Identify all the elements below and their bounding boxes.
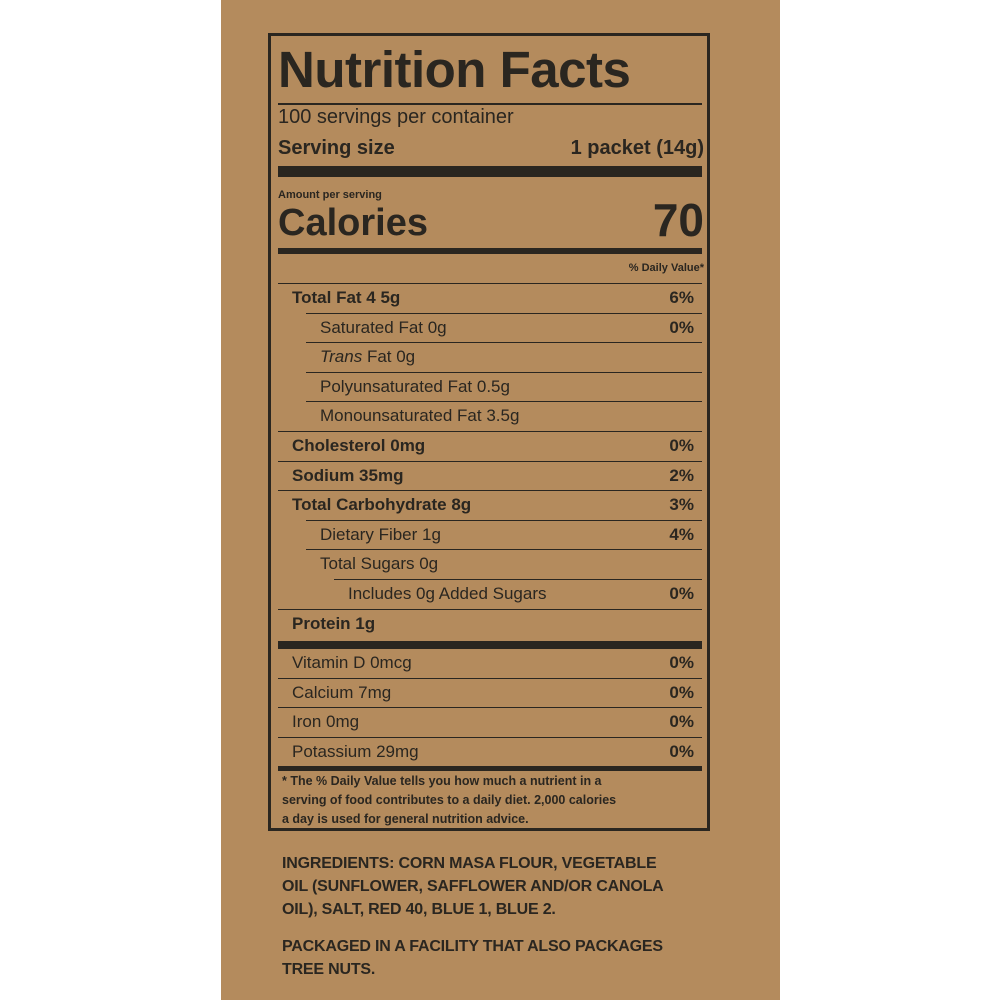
nutrient-row: Monounsaturated Fat 3.5g xyxy=(306,401,702,431)
nutrient-label: Includes 0g Added Sugars xyxy=(348,584,547,603)
serving-size-value: 1 packet (14g) xyxy=(570,137,704,159)
allergen-line: TREE NUTS. xyxy=(282,961,376,978)
nutrient-label: Potassium 29mg xyxy=(292,741,419,761)
nutrient-label: Cholesterol 0mg xyxy=(292,436,426,455)
nutrient-row: Total Sugars 0g xyxy=(306,549,702,579)
daily-value: 0% xyxy=(669,741,694,761)
ingredients-line: INGREDIENTS: CORN MASA FLOUR, VEGETABLE xyxy=(282,855,657,872)
label-part: Trans xyxy=(320,347,363,367)
nutrient-row: Dietary Fiber 1g 4% xyxy=(306,519,702,550)
footnote-line: * The % Daily Value tells you how much a… xyxy=(282,774,602,788)
title: Nutrition Facts xyxy=(278,41,631,98)
nutrient-label: Total Sugars 0g xyxy=(320,554,439,574)
label-part: Fat 0g xyxy=(366,347,416,367)
nutrient-row: Iron 0mg 0% xyxy=(278,707,702,737)
rule xyxy=(278,103,702,105)
calories-value: 70 xyxy=(652,194,704,246)
daily-value: 4% xyxy=(669,524,694,544)
label-border xyxy=(268,33,710,831)
nutrient-row: Polyunsaturated Fat 0.5g xyxy=(306,371,702,402)
thick-rule xyxy=(278,166,702,177)
daily-value: 2% xyxy=(669,465,694,485)
nutrient-label: Iron 0mg xyxy=(292,712,360,732)
nutrient-label: Dietary Fiber 1g xyxy=(320,524,441,544)
nutrient-row: Calcium 7mg 0% xyxy=(278,677,702,708)
dv-header: % Daily Value* xyxy=(628,262,704,274)
allergen-statement: PACKAGED IN A FACILITY THAT ALSO PACKAGE… xyxy=(282,935,663,981)
nutrient-row: Protein 1g xyxy=(278,608,702,639)
nutrient-row: Potassium 29mg 0% xyxy=(278,736,702,767)
medium-rule xyxy=(278,766,702,771)
nutrient-row: Trans Fat 0g xyxy=(306,342,702,372)
nutrient-row: Saturated Fat 0g 0% xyxy=(306,312,702,343)
nutrient-row: Vitamin D 0mcg 0% xyxy=(278,648,702,678)
nutrient-row: Cholesterol 0mg 0% xyxy=(278,431,702,461)
nutrient-label: Total Carbohydrate 8g xyxy=(292,495,472,515)
daily-value: 0% xyxy=(669,682,694,702)
servings: 100 servings per container xyxy=(278,106,514,128)
daily-value: 3% xyxy=(669,495,694,515)
nutrient-row: Sodium 35mg 2% xyxy=(278,460,702,491)
nutrient-row: Total Fat 4 5g 6% xyxy=(278,283,702,313)
nutrient-label: Vitamin D 0mcg xyxy=(292,653,412,672)
nutrient-row: Includes 0g Added Sugars 0% xyxy=(334,579,702,609)
calories-label: Calories xyxy=(278,202,428,244)
footnote-line: serving of food contributes to a daily d… xyxy=(282,793,617,807)
ingredients: INGREDIENTS: CORN MASA FLOUR, VEGETABLE O… xyxy=(282,852,664,921)
nutrient-row: Total Carbohydrate 8g 3% xyxy=(278,490,702,520)
daily-value: 0% xyxy=(669,436,694,455)
serving-size-label: Serving size xyxy=(278,137,395,159)
nutrient-label: Total Fat 4 5g xyxy=(292,288,401,307)
medium-rule xyxy=(278,248,702,254)
daily-value: 0% xyxy=(669,712,694,732)
daily-value: 0% xyxy=(669,584,694,603)
daily-value: 0% xyxy=(669,653,694,672)
nutrient-label: Protein 1g xyxy=(292,613,376,633)
nutrient-label: Sodium 35mg xyxy=(292,465,404,485)
nutrient-label: Polyunsaturated Fat 0.5g xyxy=(320,376,510,396)
nutrient-label: Calcium 7mg xyxy=(292,682,392,702)
nutrient-label: Monounsaturated Fat 3.5g xyxy=(320,406,520,426)
daily-value: 6% xyxy=(669,288,694,307)
ingredients-line: OIL (SUNFLOWER, SAFFLOWER AND/OR CANOLA xyxy=(282,878,664,895)
footnote-line: a day is used for general nutrition advi… xyxy=(282,812,529,826)
daily-value: 0% xyxy=(669,317,694,337)
footnote: * The % Daily Value tells you how much a… xyxy=(282,772,616,829)
nutrient-label: Trans Fat 0g xyxy=(320,343,415,371)
thick-rule xyxy=(278,641,702,648)
allergen-line: PACKAGED IN A FACILITY THAT ALSO PACKAGE… xyxy=(282,938,663,955)
ingredients-line: OIL), SALT, RED 40, BLUE 1, BLUE 2. xyxy=(282,901,556,918)
nutrient-label: Saturated Fat 0g xyxy=(320,317,447,337)
amount-per-serving: Amount per serving xyxy=(278,189,382,201)
